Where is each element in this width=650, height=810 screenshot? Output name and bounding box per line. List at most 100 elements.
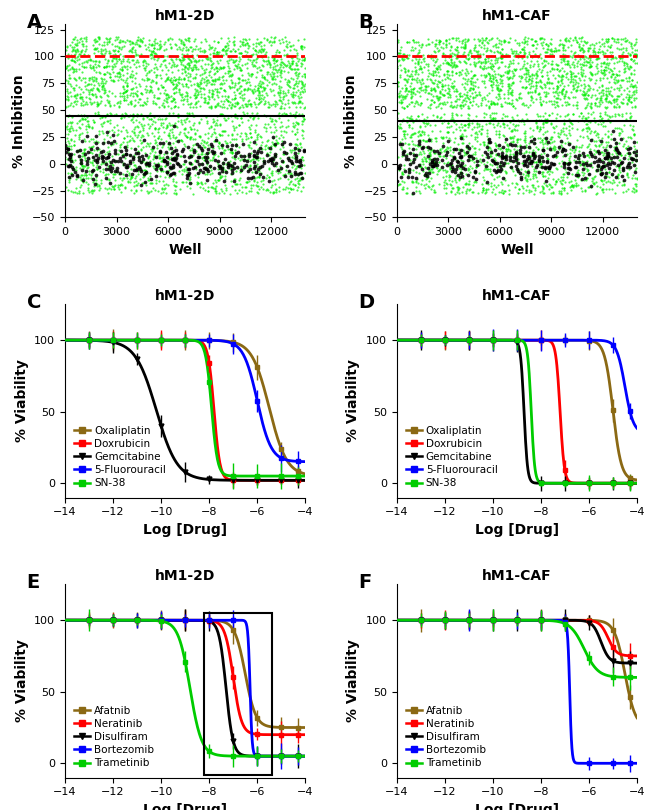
- Point: [488, 72, 499, 85]
- Point: [495, 37, 506, 50]
- Point: [484, 71, 495, 84]
- Point: [229, 62, 239, 75]
- Point: [584, 122, 594, 134]
- Point: [70, 185, 80, 198]
- Point: [60, 139, 70, 151]
- Point: [209, 100, 220, 113]
- Point: [88, 151, 98, 164]
- Point: [189, 109, 200, 122]
- Point: [437, 154, 447, 167]
- Point: [599, 63, 609, 76]
- Point: [174, 83, 184, 96]
- Point: [181, 78, 191, 91]
- Point: [404, 112, 415, 125]
- Point: [177, 44, 188, 57]
- Point: [483, 134, 493, 147]
- Point: [222, 89, 233, 102]
- Point: [64, 58, 75, 71]
- Point: [445, 48, 456, 61]
- Point: [178, 94, 188, 107]
- Point: [559, 156, 569, 169]
- Point: [117, 63, 127, 76]
- Point: [495, 160, 506, 173]
- Point: [60, 127, 71, 140]
- Point: [147, 45, 157, 58]
- Point: [277, 135, 287, 148]
- Point: [452, 168, 463, 181]
- Point: [254, 74, 265, 87]
- Point: [474, 85, 484, 98]
- Point: [71, 63, 81, 76]
- Point: [530, 86, 541, 99]
- Point: [135, 144, 146, 157]
- Point: [194, 117, 204, 130]
- Point: [446, 156, 456, 169]
- Point: [255, 45, 265, 58]
- Point: [393, 35, 403, 48]
- Point: [583, 44, 593, 57]
- Point: [88, 180, 99, 193]
- Point: [80, 98, 90, 111]
- Point: [275, 58, 285, 70]
- Point: [560, 156, 571, 169]
- Point: [246, 68, 256, 81]
- Point: [161, 164, 172, 177]
- Point: [155, 136, 165, 149]
- Point: [177, 176, 187, 189]
- Point: [138, 168, 148, 181]
- Point: [486, 112, 497, 125]
- Point: [499, 173, 510, 186]
- Point: [407, 128, 417, 141]
- Point: [246, 147, 256, 160]
- Point: [81, 32, 92, 45]
- Point: [532, 158, 543, 171]
- Point: [540, 116, 550, 129]
- Point: [181, 130, 192, 143]
- Point: [631, 51, 642, 64]
- Point: [242, 57, 252, 70]
- Point: [90, 177, 101, 190]
- Point: [214, 85, 224, 98]
- Point: [168, 136, 179, 149]
- Point: [549, 143, 560, 156]
- Point: [259, 154, 269, 167]
- Point: [575, 61, 586, 74]
- Point: [479, 91, 489, 104]
- Point: [61, 61, 72, 74]
- Point: [139, 169, 150, 182]
- Point: [567, 180, 578, 193]
- Point: [601, 169, 612, 182]
- Point: [610, 147, 621, 160]
- Point: [407, 65, 417, 78]
- Point: [277, 96, 287, 109]
- Point: [562, 55, 573, 68]
- Point: [432, 79, 443, 92]
- Point: [108, 61, 118, 74]
- Point: [404, 121, 414, 134]
- Point: [558, 53, 569, 66]
- Point: [531, 93, 541, 106]
- Point: [460, 162, 470, 175]
- Point: [532, 121, 542, 134]
- Point: [240, 73, 250, 86]
- Point: [502, 65, 513, 78]
- Point: [604, 165, 614, 178]
- Point: [468, 79, 478, 92]
- Point: [226, 160, 237, 173]
- Point: [165, 32, 176, 45]
- Point: [181, 33, 192, 46]
- Point: [488, 83, 498, 96]
- Point: [438, 41, 448, 54]
- Point: [66, 166, 76, 179]
- Point: [615, 154, 625, 167]
- Point: [146, 63, 157, 76]
- Point: [614, 164, 624, 177]
- Point: [235, 86, 245, 99]
- Point: [167, 144, 177, 157]
- Point: [601, 81, 612, 94]
- Point: [290, 165, 300, 178]
- Point: [449, 116, 460, 129]
- Point: [532, 175, 542, 188]
- Point: [480, 34, 490, 47]
- Point: [397, 147, 408, 160]
